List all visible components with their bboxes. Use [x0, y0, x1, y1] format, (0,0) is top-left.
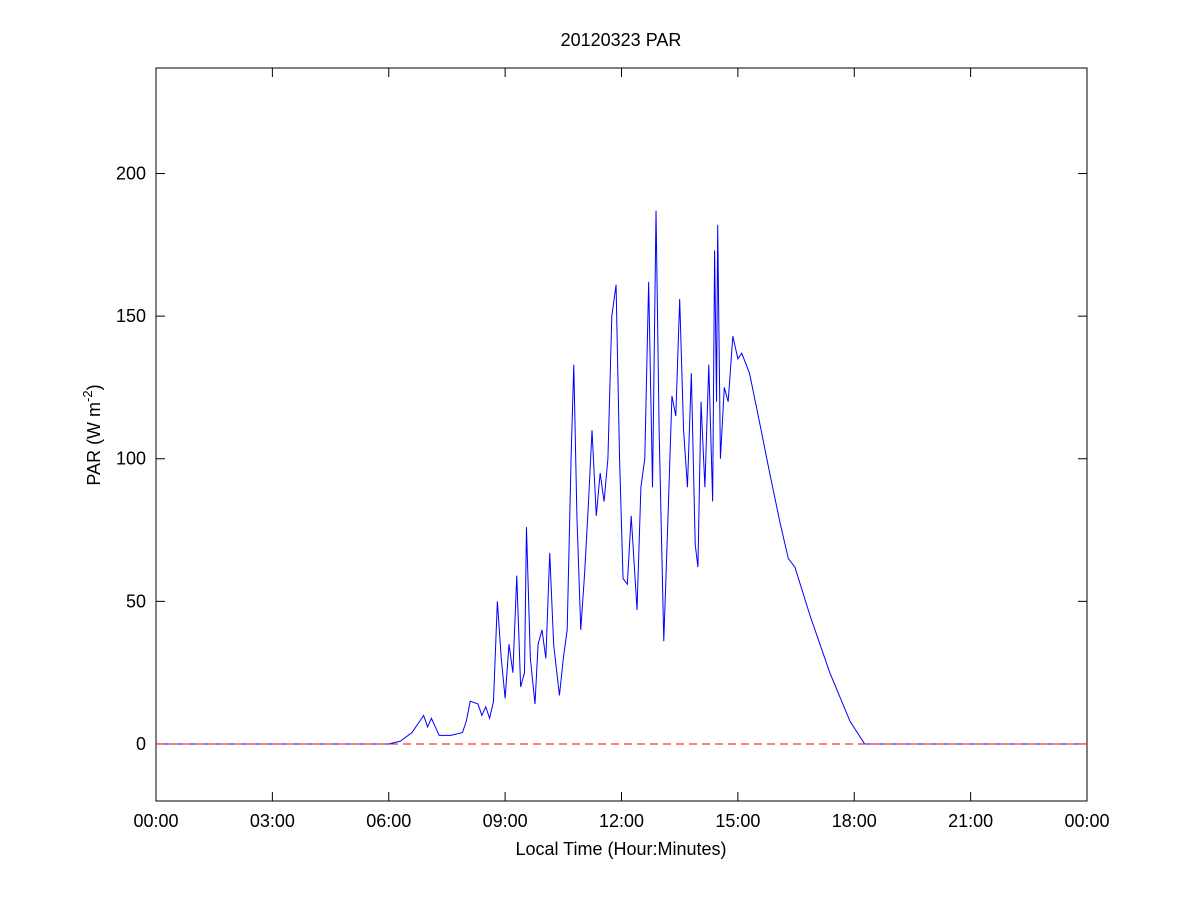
- x-tick-label: 15:00: [715, 811, 760, 831]
- x-tick-label: 12:00: [599, 811, 644, 831]
- y-axis-label: PAR (W m-2): [80, 384, 104, 485]
- x-tick-label: 06:00: [366, 811, 411, 831]
- y-label-text: PAR (W m: [84, 402, 104, 486]
- plot-area: [155, 67, 1088, 802]
- x-tick-label: 00:00: [1064, 811, 1109, 831]
- x-tick-label: 03:00: [250, 811, 295, 831]
- y-tick-label: 150: [116, 306, 146, 326]
- y-tick-label: 50: [126, 591, 146, 611]
- y-label-superscript: -2: [80, 390, 95, 402]
- y-tick-label: 0: [136, 734, 146, 754]
- x-tick-label: 09:00: [483, 811, 528, 831]
- y-tick-label: 100: [116, 449, 146, 469]
- y-tick-label: 200: [116, 164, 146, 184]
- data-line: [156, 210, 1087, 745]
- x-axis-label: Local Time (Hour:Minutes): [515, 839, 726, 859]
- x-tick-label: 21:00: [948, 811, 993, 831]
- chart-title: 20120323 PAR: [561, 30, 682, 50]
- x-tick-label: 18:00: [832, 811, 877, 831]
- x-tick-label: 00:00: [133, 811, 178, 831]
- y-label-end: ): [84, 384, 104, 390]
